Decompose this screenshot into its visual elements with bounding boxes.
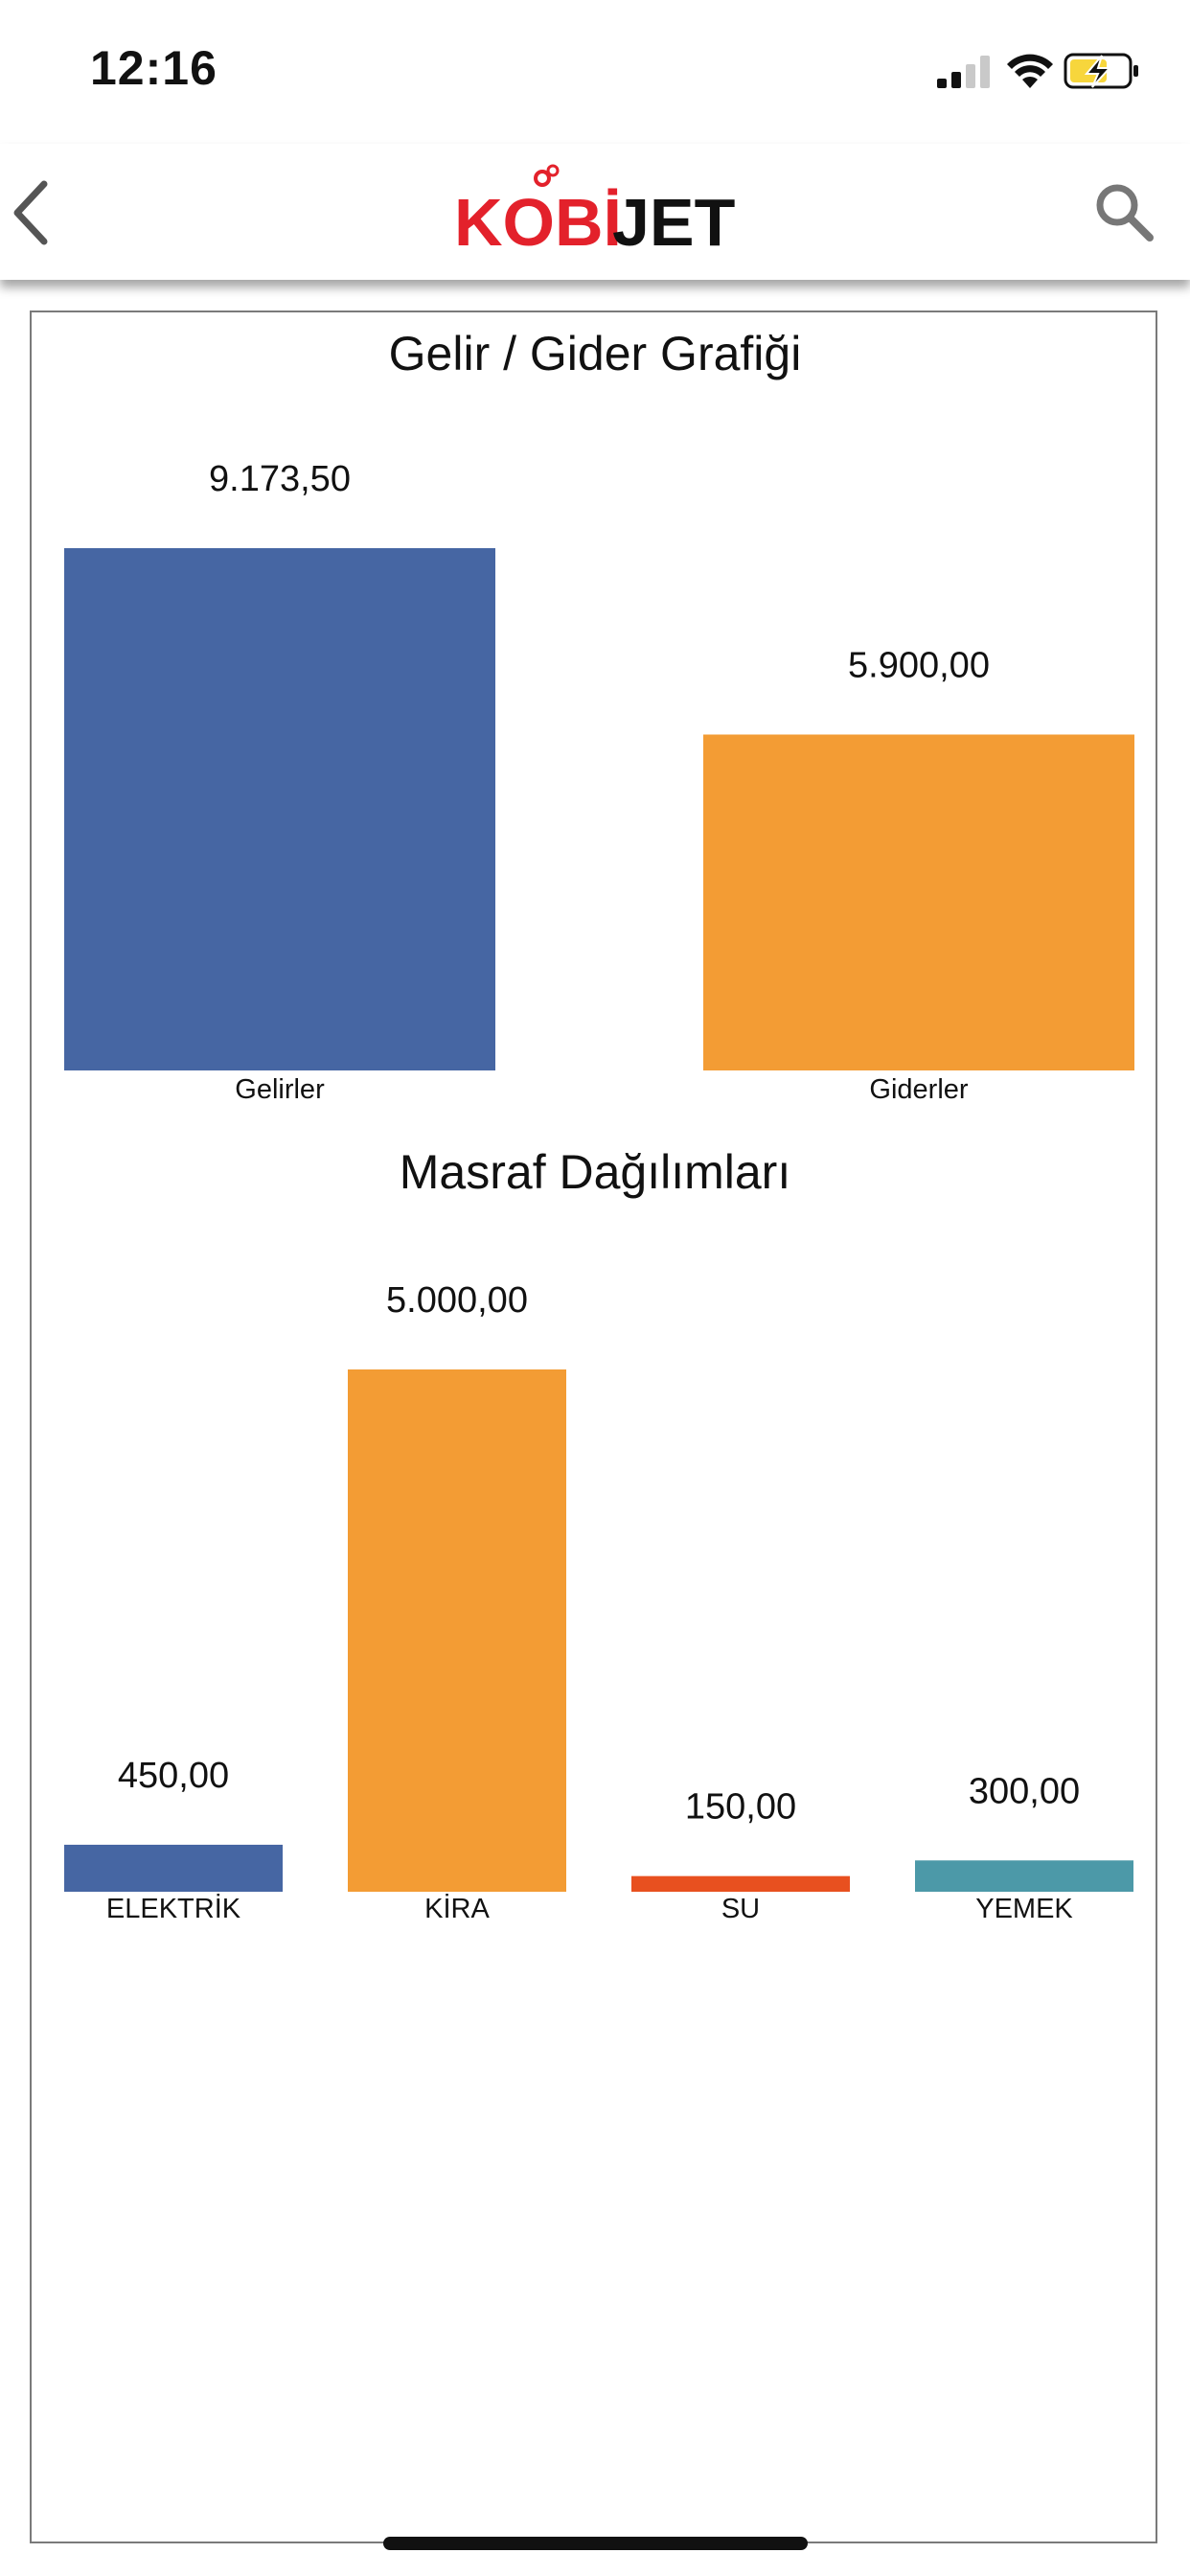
svg-text:JET: JET [612, 185, 735, 259]
expense-distribution-category-label: KİRA [424, 1893, 490, 1924]
expense-distribution-bar-4 [915, 1860, 1133, 1892]
expense-distribution-value-label: 450,00 [118, 1756, 229, 1796]
expense-distribution-bar-3 [631, 1875, 850, 1892]
expense-distribution-category-label: ELEKTRİK [106, 1893, 241, 1924]
income-expense-value-label: 5.900,00 [848, 645, 990, 685]
status-bar: 12:16 [0, 0, 1190, 144]
income-expense-bar-2 [703, 734, 1134, 1070]
nav-bar: KOBİ JET [0, 144, 1190, 280]
expense-distribution-category-label: YEMEK [975, 1894, 1073, 1924]
expense-distribution-chart-title: Masraf Dağılımları [400, 1145, 790, 1199]
back-chevron-icon[interactable] [8, 176, 61, 249]
status-time: 12:16 [90, 41, 217, 95]
svg-text:KOBİ: KOBİ [454, 185, 622, 259]
income-expense-category-label: Gelirler [235, 1074, 325, 1105]
expense-distribution-bar-2 [348, 1369, 566, 1892]
cellular-signal-icon [937, 56, 990, 88]
expense-distribution-value-label: 5.000,00 [386, 1280, 528, 1321]
expense-distribution-value-label: 150,00 [685, 1787, 796, 1828]
income-expense-value-label: 9.173,50 [209, 459, 351, 499]
income-expense-bar-1 [64, 548, 495, 1070]
home-indicator[interactable] [383, 2537, 808, 2550]
expense-distribution-bar-1 [64, 1844, 283, 1892]
expense-distribution-category-label: SU [721, 1894, 760, 1924]
expense-distribution-value-label: 300,00 [969, 1771, 1080, 1811]
charts-card: Gelir / Gider Grafiği 9.173,50 Gelirler 5.9… [30, 310, 1157, 2543]
charts-canvas: Gelir / Gider Grafiği 9.173,50 Gelirler 5.9… [64, 327, 1134, 1924]
income-expense-chart-title: Gelir / Gider Grafiği [389, 327, 802, 380]
income-expense-category-label: Giderler [869, 1074, 968, 1105]
wifi-icon [1007, 54, 1053, 88]
kobijet-logo: KOBİ JET [454, 164, 735, 259]
battery-charging-icon [1064, 53, 1138, 89]
search-icon[interactable] [1092, 180, 1156, 243]
